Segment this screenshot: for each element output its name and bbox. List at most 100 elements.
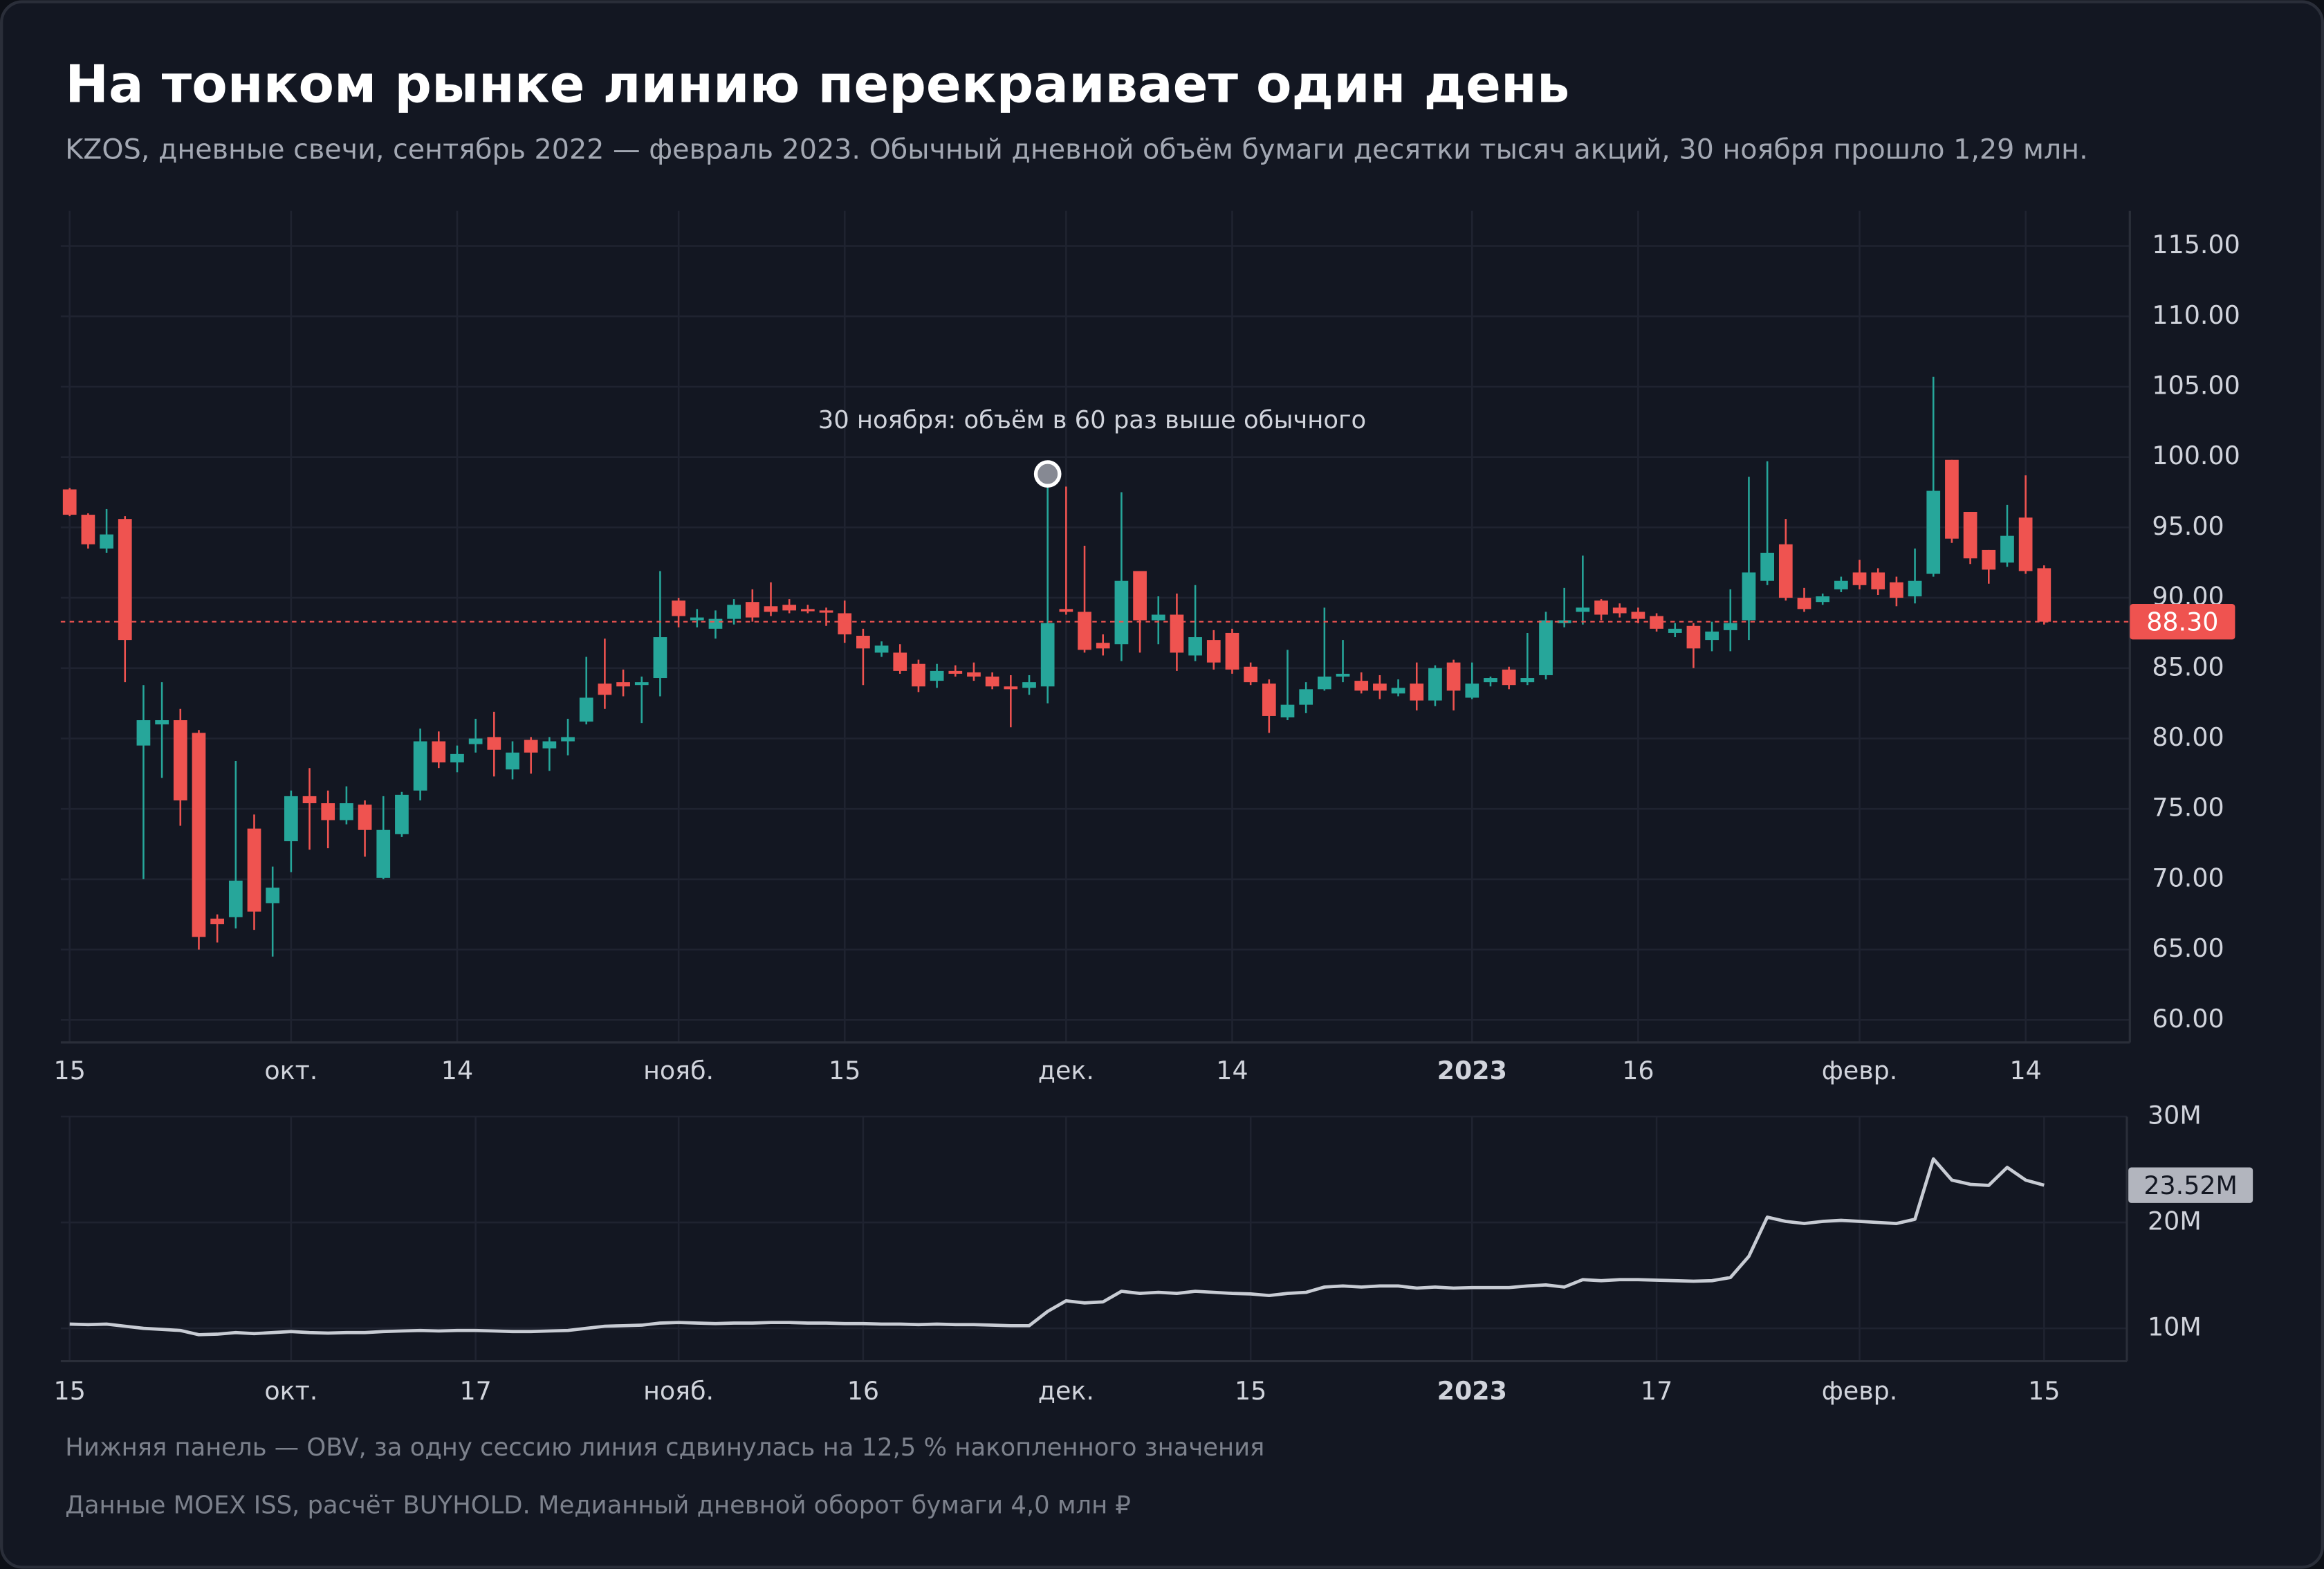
candle-body — [450, 753, 464, 763]
x-tick-label: дек. — [1038, 1056, 1094, 1085]
y-tick-label: 100.00 — [2152, 441, 2240, 470]
x-tick-label: нояб. — [643, 1376, 714, 1406]
chart-title: На тонком рынке линию перекраивает один … — [65, 53, 1569, 114]
candle-body — [893, 652, 907, 671]
candle-body — [634, 682, 649, 686]
candle-body — [2037, 568, 2051, 622]
candle-body — [266, 888, 280, 903]
candle-body — [985, 676, 999, 687]
candle-body — [247, 828, 261, 912]
candle-body — [118, 519, 132, 641]
candle-body — [561, 737, 575, 742]
candle-body — [708, 618, 723, 629]
candle-body — [1594, 600, 1608, 615]
candle-body — [2000, 535, 2014, 563]
x-tick-label: 16 — [1622, 1056, 1654, 1085]
candle-body — [542, 741, 557, 749]
candle-body — [1206, 640, 1221, 663]
candle-body — [672, 600, 685, 616]
candle-body — [136, 720, 151, 746]
candle-body — [1945, 459, 1959, 539]
x-tick-label: 14 — [1216, 1056, 1248, 1085]
chart-subtitle: KZOS, дневные свечи, сентябрь 2022 — фев… — [65, 134, 2087, 166]
candle-body — [376, 829, 391, 878]
candle-body — [745, 602, 759, 618]
annotation: 30 ноября: объём в 60 раз выше обычного — [818, 406, 1366, 434]
candle-body — [819, 610, 833, 613]
candle-body — [1151, 614, 1165, 621]
candle-body — [468, 738, 483, 744]
x-tick-label: 17 — [1641, 1376, 1672, 1406]
candle-body — [62, 489, 77, 515]
x-tick-label: февр. — [1822, 1376, 1898, 1406]
candle-body — [1391, 688, 1405, 694]
candle-body — [1723, 623, 1737, 630]
candle-body — [81, 515, 95, 544]
candle-body — [302, 796, 317, 804]
candle-body — [1373, 683, 1387, 691]
candle-body — [1890, 582, 1903, 598]
candle-body — [1926, 490, 1941, 574]
candle-body — [413, 741, 427, 791]
candle-body — [2018, 517, 2033, 571]
candle-body — [524, 740, 538, 753]
x-tick-label: 16 — [847, 1376, 879, 1406]
candle-body — [690, 617, 704, 621]
candle-body — [1778, 544, 1793, 598]
candle-body — [1576, 607, 1590, 612]
candle-body — [1022, 682, 1036, 688]
y-tick-label: 105.00 — [2152, 370, 2240, 400]
candle-body — [1465, 683, 1479, 698]
candle-body — [1040, 623, 1055, 687]
candle-body — [1520, 678, 1535, 683]
candle-body — [1612, 607, 1627, 614]
candle-body — [1834, 580, 1848, 589]
candle-body — [782, 605, 797, 611]
candle-body — [1631, 612, 1645, 619]
x-tick-label: 15 — [54, 1056, 86, 1085]
candle-body — [432, 741, 446, 763]
candle-body — [506, 752, 519, 770]
y-tick-label: 10M — [2148, 1312, 2202, 1342]
x-tick-label: 2023 — [1437, 1056, 1507, 1085]
candle-body — [1114, 580, 1129, 645]
candle-body — [856, 636, 870, 649]
candle-body — [1133, 571, 1147, 621]
candle-body — [838, 613, 852, 634]
y-tick-label: 110.00 — [2152, 300, 2240, 330]
candle-body — [1982, 549, 1996, 570]
candle-body — [395, 794, 409, 834]
candle-body — [1318, 676, 1331, 690]
candle-body — [948, 670, 963, 674]
candle-body — [358, 805, 372, 830]
candle-body — [1668, 628, 1682, 633]
candle-body — [1742, 572, 1756, 621]
candle-body — [764, 606, 778, 612]
x-tick-label: 15 — [54, 1376, 86, 1406]
y-tick-label: 115.00 — [2152, 230, 2240, 259]
footnote: Данные MOEX ISS, расчёт BUYHOLD. Медианн… — [65, 1492, 1131, 1520]
annotation-marker — [1033, 460, 1062, 488]
x-tick-label: окт. — [264, 1376, 317, 1406]
candle-body — [1816, 596, 1830, 603]
candle-body — [653, 637, 667, 679]
x-tick-label: 15 — [2028, 1376, 2060, 1406]
candle-body — [228, 880, 243, 917]
candle-body — [1225, 632, 1239, 670]
candle-body — [1336, 673, 1350, 677]
value-tag-label: 23.52M — [2143, 1171, 2238, 1200]
candle-body — [1908, 580, 1922, 597]
candle-body — [1539, 620, 1553, 675]
y-tick-label: 30M — [2148, 1101, 2202, 1130]
x-tick-label: нояб. — [643, 1056, 714, 1085]
y-tick-label: 70.00 — [2152, 863, 2224, 892]
x-tick-label: 15 — [1235, 1376, 1266, 1406]
candle-body — [1760, 552, 1774, 581]
candle-body — [1059, 609, 1073, 612]
candle-body — [1244, 666, 1257, 683]
y-tick-label: 80.00 — [2152, 722, 2224, 752]
candle-body — [727, 605, 741, 619]
candle-body — [1280, 704, 1295, 717]
